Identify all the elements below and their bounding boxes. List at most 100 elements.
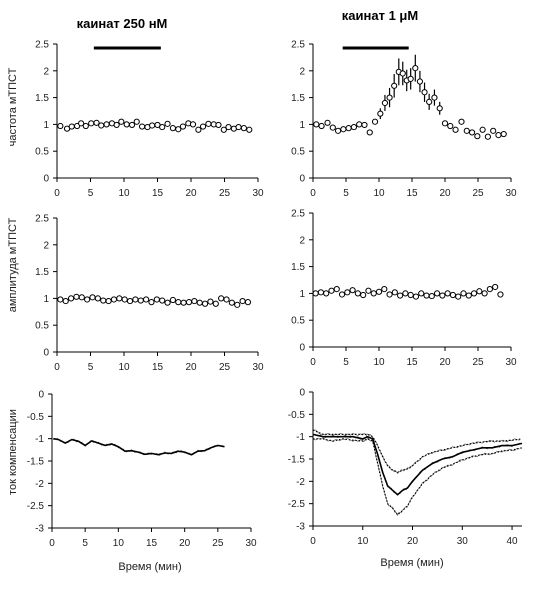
data-point [123,121,130,128]
x-tick-label: 15 [406,188,418,199]
data-point [412,293,420,300]
data-point [180,299,187,306]
data-point [354,290,361,297]
data-point [452,126,459,133]
data-point [189,121,197,128]
data-point [138,123,146,130]
data-point [67,295,75,302]
chart-panel-freq_1uM: 0 0.5 1 1.5 2 2.5 0 5 10 15 20 25 30 [291,40,517,200]
data-point [356,121,363,128]
y-tick-label: 0.5 [291,147,305,158]
data-point [495,132,502,139]
data-point [128,121,136,129]
x-tick-label: 15 [406,357,418,368]
data-point [110,296,118,303]
data-point [340,126,347,133]
y-tick-label: 2.5 [35,214,49,225]
data-point [185,299,193,306]
y-tick-label: -2.5 [288,499,306,510]
data-point [215,121,222,129]
data-point [220,126,227,133]
data-point [103,121,110,128]
data-point [228,299,235,306]
data-point [62,297,69,305]
data-point [205,120,212,127]
y-tick-label: 0.5 [35,321,49,332]
data-point [175,299,182,306]
data-point [116,295,123,302]
data-point [137,297,144,304]
x-tick-label: 30 [457,536,469,547]
data-point [441,120,449,127]
y-tick-label: -1.5 [27,457,45,468]
data-point [118,118,125,125]
data-point [199,123,207,130]
data-point [169,296,177,304]
y-tick-label: -2 [296,477,305,488]
data-point [234,301,241,308]
data-point [381,99,389,107]
y-tick-label: -0.5 [288,410,306,421]
data-point [175,126,182,133]
y-tick-label: -2.5 [27,501,45,512]
data-point [333,286,340,293]
data-point [113,121,120,129]
x-tick-label: 10 [113,538,125,549]
x-tick-label: 25 [219,188,231,199]
x-tick-label: 30 [245,538,257,549]
x-tick-label: 0 [54,188,60,199]
data-point [57,296,64,303]
y-tick-label: 0 [299,174,305,185]
x-tick-label: 0 [310,536,316,547]
x-tick-label: 10 [118,188,130,199]
data-point [225,123,232,131]
y-tick-label: 2 [299,66,305,77]
data-point [212,300,219,307]
data-point [169,125,177,132]
data-point [371,118,379,125]
data-point [100,297,107,304]
chart-panel-freq_250: 0 0.5 1 1.5 2 2.5 0 5 10 15 20 25 30 [35,40,264,200]
data-point [449,291,457,299]
y-tick-label: 1 [43,120,49,131]
x-tick-label: 15 [146,538,158,549]
y-tick-label: 0 [43,348,49,359]
ylabel-current: ток компенсации [7,409,19,495]
series-noise [312,437,520,517]
data-point [82,122,89,130]
data-point [88,120,95,127]
series-noise [312,434,520,495]
x-tick-label: 20 [407,536,419,547]
y-tick-label: -1.5 [288,455,306,466]
data-point [397,292,404,299]
data-point [377,110,384,117]
y-tick-label: 2 [299,235,305,246]
x-tick-label: 15 [152,188,164,199]
data-point [428,292,435,300]
data-point [223,296,230,303]
data-point [179,123,187,130]
data-point [201,300,209,307]
data-point [350,123,358,131]
data-point [159,297,166,304]
y-tick-label: -1 [296,432,305,443]
data-point [391,289,398,296]
data-point [431,94,438,101]
data-point [460,290,467,297]
y-tick-label: 1 [43,294,49,305]
data-point [361,121,368,129]
data-point [444,290,451,297]
data-point [78,294,85,301]
data-point [407,291,414,299]
data-point [386,94,393,101]
series-noise [53,437,224,456]
y-tick-label: 1 [299,289,305,300]
data-point [439,292,446,299]
data-point [338,291,346,298]
data-point [370,290,377,297]
x-tick-label: 40 [506,536,518,547]
data-point [468,129,476,136]
data-point [121,296,128,303]
data-point [105,297,112,305]
